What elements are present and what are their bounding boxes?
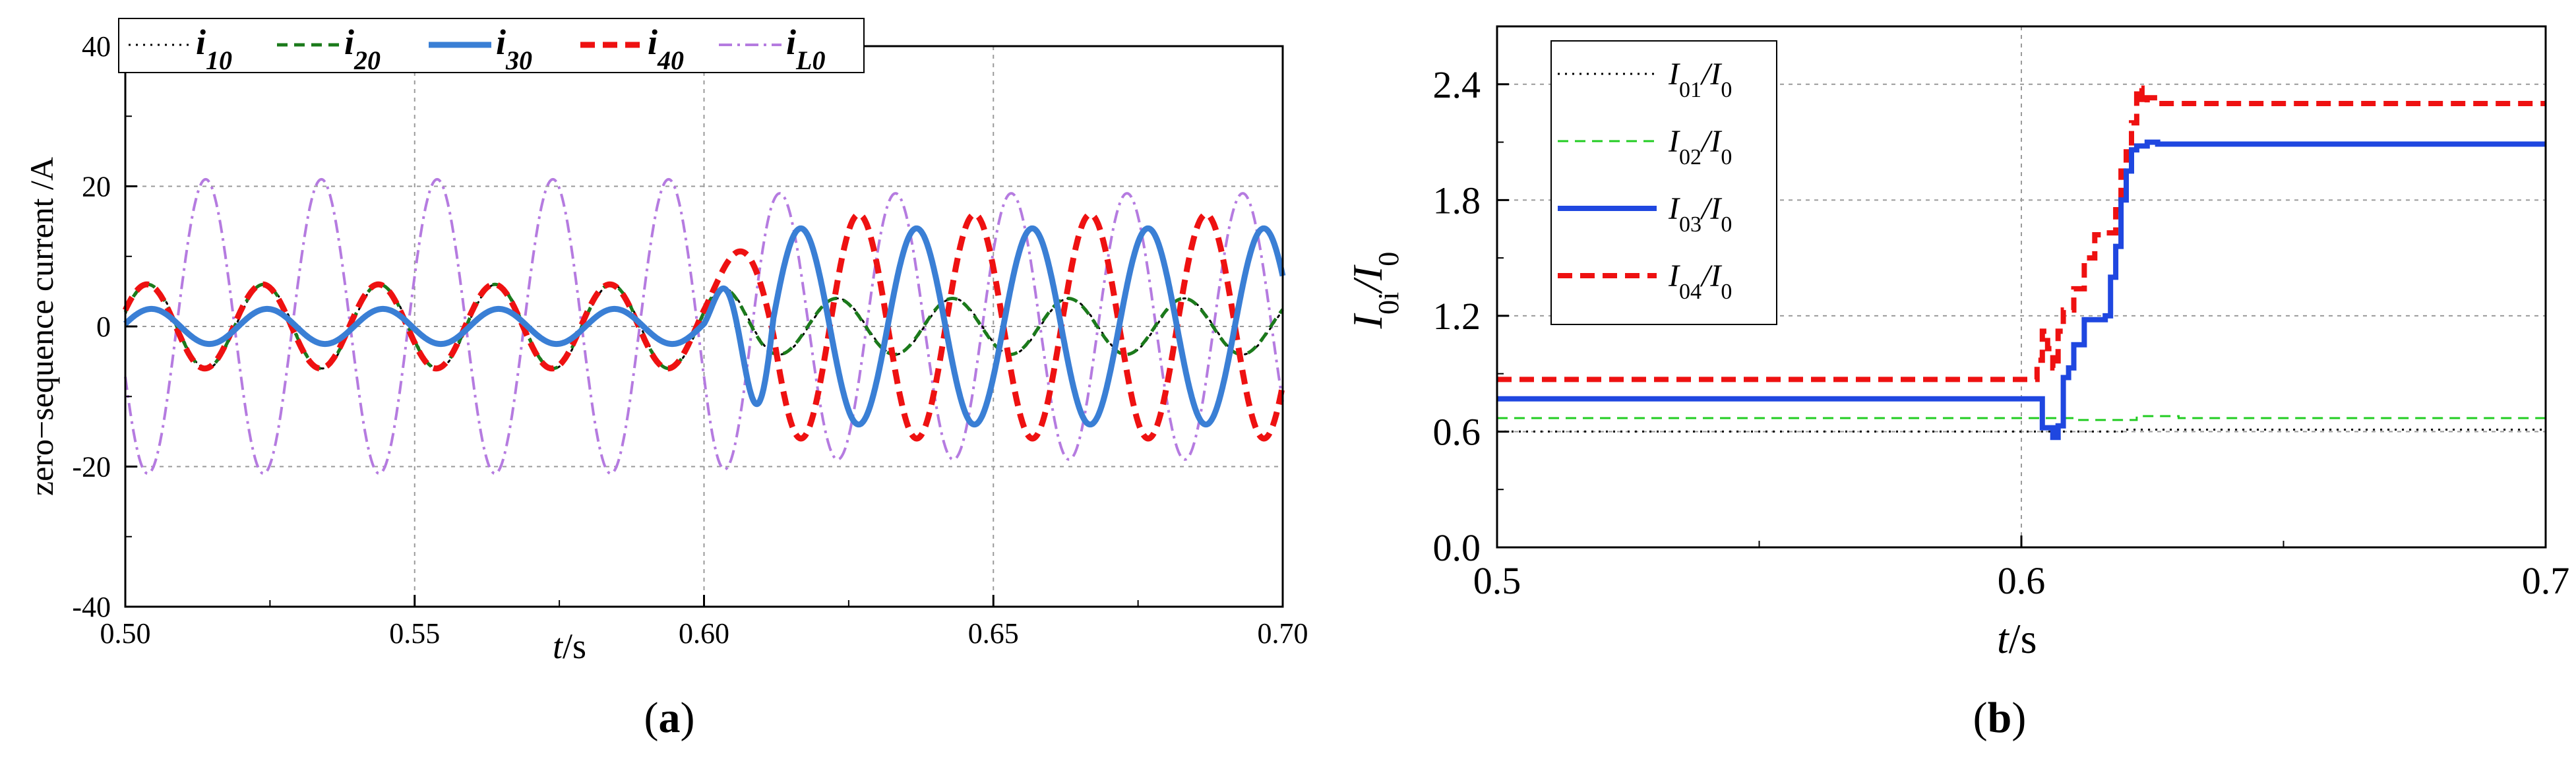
panel-b-legend-box (1550, 40, 1777, 325)
legend-label-I03: I03/I0 (1668, 191, 1732, 237)
panel-b-ytick-label: 2.4 (1433, 63, 1481, 106)
panel-b: 0.5 0.6 0.7 0.0 0.6 1.2 1.8 2.4 I01/I0 I02/I0 I03… (1344, 25, 2570, 742)
panel-a-xtick-label: 0.50 (100, 617, 151, 650)
series-I03 (1497, 139, 2546, 441)
panel-a-xtick-label: 0.60 (679, 617, 729, 650)
panel-b-series (1497, 85, 2546, 441)
series-I04 (1497, 85, 2546, 382)
panel-b-ytick-label: 1.2 (1433, 295, 1481, 338)
legend-label-i30: i30 (496, 22, 532, 75)
panel-a-ytick-label: 0 (96, 311, 111, 343)
legend-label-I01: I01/I0 (1668, 57, 1732, 102)
legend-label-iL0: iL0 (786, 22, 825, 75)
legend-label-i10: i10 (196, 22, 232, 75)
panel-b-ytick-label: 1.8 (1433, 179, 1481, 222)
panel-a-ytick-label: 20 (82, 171, 111, 203)
panel-a-caption: (a) (644, 694, 695, 742)
panel-b-caption: (b) (1973, 694, 2027, 742)
legend-label-I04: I04/I0 (1668, 259, 1732, 304)
series-I01 (1497, 429, 2546, 433)
panel-b-xtick-label: 0.6 (1998, 559, 2046, 602)
panel-a-xtick-label: 0.70 (1258, 617, 1308, 650)
legend-label-i20: i20 (344, 22, 381, 75)
legend-label-I02: I02/I0 (1668, 124, 1732, 169)
panel-a-ytick-label: -20 (72, 451, 111, 483)
panel-a-xlabel: t/s (553, 626, 586, 666)
series-i40 (122, 211, 1286, 442)
panel-b-legend: I01/I0 I02/I0 I03/I0 I04/I0 (1550, 40, 1777, 325)
series-i10 (124, 283, 1284, 370)
series-i30 (123, 225, 1286, 428)
panel-b-xtick-label: 0.7 (2522, 559, 2570, 602)
panel-a-ytick-label: 40 (82, 30, 111, 63)
panel-b-xlabel: t/s (1997, 615, 2037, 662)
panel-b-ytick-label: 0.0 (1433, 526, 1481, 569)
panel-a-ytick-label: -40 (72, 591, 111, 623)
panel-a-ylabel: zero−sequence current /A (23, 157, 60, 496)
panel-b-ytick-label: 0.6 (1433, 410, 1481, 453)
panel-b-ylabel: I0i/I0 (1344, 252, 1405, 330)
panel-a-tick-labels: 0.50 0.55 0.60 0.65 0.70 -40 -20 0 20 40 (72, 30, 1308, 650)
series-iL0 (124, 177, 1284, 475)
panel-b-ticks (1496, 26, 2547, 549)
panel-a-series (122, 177, 1286, 475)
panel-b-tick-labels: 0.5 0.6 0.7 0.0 0.6 1.2 1.8 2.4 (1433, 63, 2570, 602)
panel-a-xtick-label: 0.65 (968, 617, 1019, 650)
legend-label-i40: i40 (648, 22, 684, 75)
panel-b-xtick-label: 0.5 (1473, 559, 1521, 602)
panel-a-xtick-label: 0.55 (389, 617, 440, 650)
series-I02 (1497, 415, 2546, 421)
panel-a-legend: i10 i20 i30 i40 iL0 (118, 18, 865, 75)
